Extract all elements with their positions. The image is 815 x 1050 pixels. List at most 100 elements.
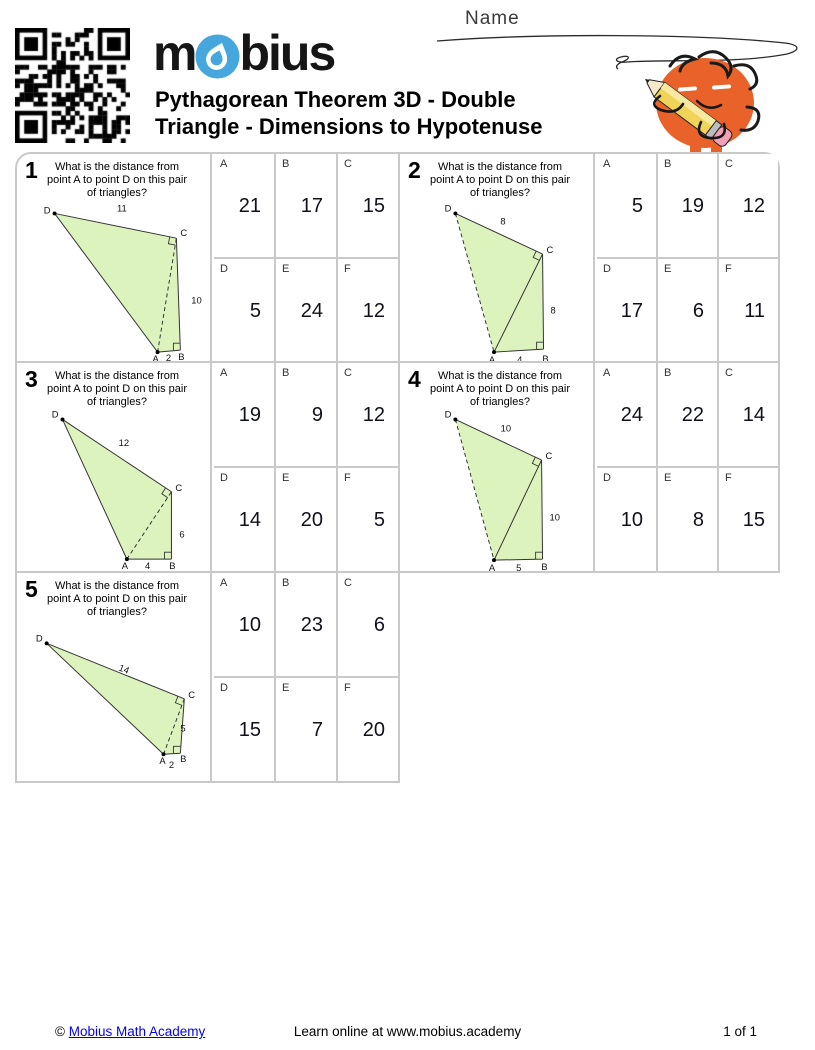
problem-number: 2	[408, 157, 421, 183]
pencil-icon	[645, 79, 733, 147]
mobius-academy-link[interactable]: Mobius Math Academy	[68, 1024, 206, 1039]
answer-value: 12	[742, 195, 765, 217]
answer-value: 14	[742, 404, 765, 427]
answer-cell-f: F 12	[338, 258, 398, 361]
point-label-a: A	[122, 560, 129, 571]
problem-1-answers: A 21 B 17 C 15 D 5 E 24 F 12	[214, 154, 398, 361]
answer-letter: A	[220, 577, 228, 589]
answer-cell-a: A 19	[214, 363, 274, 466]
answer-cell-b: B 17	[276, 154, 336, 257]
answer-letter: C	[344, 577, 352, 589]
edge-label-dc: 10	[501, 422, 511, 433]
answer-letter: B	[664, 367, 672, 379]
answer-cell-d: D 17	[597, 258, 656, 361]
answer-cell-a: A 21	[214, 154, 274, 257]
mobius-logo: m bius	[153, 24, 336, 82]
problem-5-diagram: D C A B 14 5 2	[36, 632, 195, 770]
answer-value: 6	[373, 614, 385, 637]
answer-letter: E	[282, 262, 290, 275]
point-label-c: C	[180, 227, 187, 238]
edge-label-ab: 2	[166, 352, 171, 361]
point-label-b: B	[541, 561, 547, 571]
point-label-a: A	[489, 562, 496, 571]
answer-letter: E	[664, 262, 672, 275]
point-label-c: C	[546, 450, 553, 461]
point-label-b: B	[169, 560, 175, 571]
answer-value: 21	[238, 195, 261, 217]
problem-2-question-area: D C A B 8 8 4 2 What is the distance fro…	[400, 154, 595, 361]
problem-4-question-area: D C A B 10 10 5 4 What is the distance f…	[400, 363, 595, 571]
page-indicator: 1 of 1	[723, 1024, 757, 1039]
answer-letter: F	[725, 472, 732, 484]
logo-droplet-icon	[195, 34, 240, 78]
title-line-2: Triangle - Dimensions to Hypotenuse	[155, 114, 543, 139]
question-text: What is the distance from point A to poi…	[46, 370, 188, 408]
point-label-d: D	[44, 204, 51, 215]
worksheet-title: Pythagorean Theorem 3D - Double Triangle…	[155, 86, 543, 140]
point-label-c: C	[188, 689, 195, 700]
answer-value: 5	[249, 299, 261, 322]
answer-letter: A	[220, 367, 228, 379]
logo-text-post: bius	[239, 25, 336, 81]
answer-value: 24	[300, 299, 323, 322]
point-label-a: A	[159, 755, 166, 766]
answer-letter: C	[725, 158, 733, 170]
answer-letter: B	[664, 158, 672, 170]
answer-cell-f: F 15	[719, 468, 778, 571]
answer-value: 8	[692, 509, 704, 532]
answer-letter: D	[220, 262, 228, 275]
answer-letter: E	[282, 472, 290, 484]
answer-letter: C	[725, 367, 733, 379]
problem-1: D C A B 11 10 2 1 What is the distance f…	[15, 152, 400, 363]
problem-5-question-area: D C A B 14 5 2 5 What is the distance fr…	[17, 573, 212, 781]
answer-value: 12	[362, 299, 385, 322]
answer-cell-e: E 20	[276, 468, 336, 571]
point-label-c: C	[175, 482, 182, 493]
answer-value: 15	[362, 195, 385, 217]
answer-letter: E	[664, 472, 672, 484]
problem-2: D C A B 8 8 4 2 What is the distance fro…	[398, 152, 780, 363]
problem-3: D C A B 12 6 4 3 What is the distance fr…	[15, 361, 400, 573]
answer-value: 20	[362, 719, 385, 742]
edge-label-dc: 12	[119, 437, 129, 448]
answer-letter: B	[282, 367, 290, 379]
answer-letter: C	[344, 367, 352, 379]
answer-cell-b: B 19	[658, 154, 717, 257]
answer-letter: D	[220, 682, 228, 694]
answer-letter: D	[603, 472, 611, 484]
problem-3-diagram: D C A B 12 6 4	[52, 408, 185, 571]
qr-code-icon	[15, 28, 130, 143]
answer-value: 17	[620, 299, 643, 322]
answer-letter: A	[603, 367, 611, 379]
answer-cell-a: A 10	[214, 573, 274, 676]
answer-letter: C	[344, 158, 352, 170]
question-text: What is the distance from point A to poi…	[429, 161, 571, 199]
answer-value: 5	[373, 509, 385, 532]
answer-value: 15	[742, 509, 765, 532]
answer-cell-c: C 12	[719, 154, 778, 257]
answer-value: 20	[300, 509, 323, 532]
answer-letter: A	[220, 158, 228, 170]
edge-label-cb: 10	[191, 295, 201, 306]
answer-cell-e: E 24	[276, 258, 336, 361]
answer-value: 19	[681, 195, 704, 217]
problem-1-question-area: D C A B 11 10 2 1 What is the distance f…	[17, 154, 212, 361]
answer-letter: F	[344, 682, 351, 694]
edge-label-ab: 2	[169, 759, 174, 770]
point-label-b: B	[180, 753, 186, 764]
answer-letter: F	[344, 262, 351, 275]
answer-value: 9	[311, 404, 323, 427]
edge-label-ab: 4	[145, 560, 150, 571]
answer-value: 24	[620, 404, 643, 427]
edge-label-dc: 8	[500, 215, 505, 226]
answer-value: 22	[681, 404, 704, 427]
answer-value: 15	[238, 719, 261, 742]
answer-value: 17	[300, 195, 323, 217]
answer-value: 10	[620, 509, 643, 532]
